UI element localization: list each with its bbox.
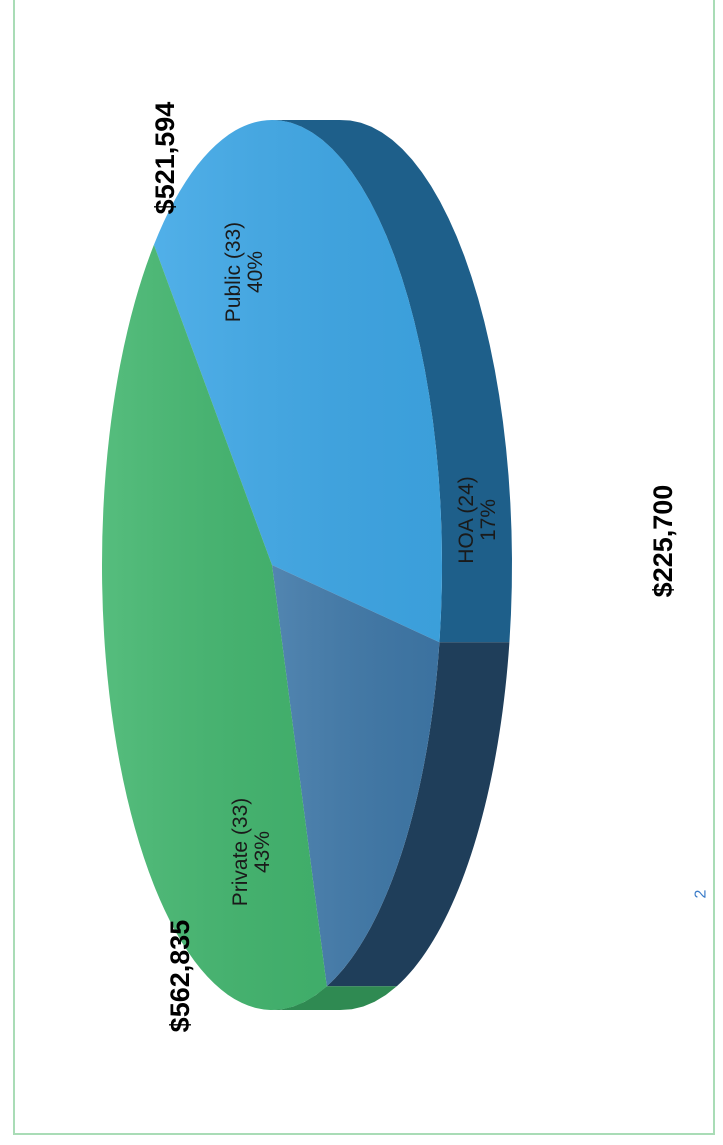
pie-depth	[269, 120, 512, 1010]
pie-side-public	[269, 120, 512, 643]
slice-percent-public: 40%	[244, 250, 267, 294]
slice-name-hoa: HOA (24)	[455, 476, 478, 564]
slice-name-private: Private (33)	[229, 797, 252, 907]
page-number: 2	[692, 889, 710, 899]
pie-side-hoa	[326, 642, 510, 987]
slice-label-hoa: HOA (24) 17%	[455, 440, 500, 600]
page-border	[13, 0, 715, 1135]
amount-label-public: $521,594	[150, 101, 180, 215]
amount-label-hoa: $225,700	[648, 484, 678, 598]
pie-side-private	[270, 986, 397, 1010]
slice-percent-hoa: 17%	[477, 498, 500, 542]
slice-label-public: Public (33) 40%	[222, 192, 267, 352]
pie-slice-shading-hoa	[272, 565, 440, 987]
slice-label-private: Private (33) 43%	[229, 772, 274, 932]
slice-name-public: Public (33)	[222, 221, 245, 323]
pie-slices	[102, 119, 442, 1010]
pie-slice-shading-private	[102, 244, 327, 1010]
slice-percent-private: 43%	[251, 830, 274, 874]
amount-label-private: $562,835	[165, 919, 195, 1033]
pie-slice-shading-public	[153, 119, 442, 643]
